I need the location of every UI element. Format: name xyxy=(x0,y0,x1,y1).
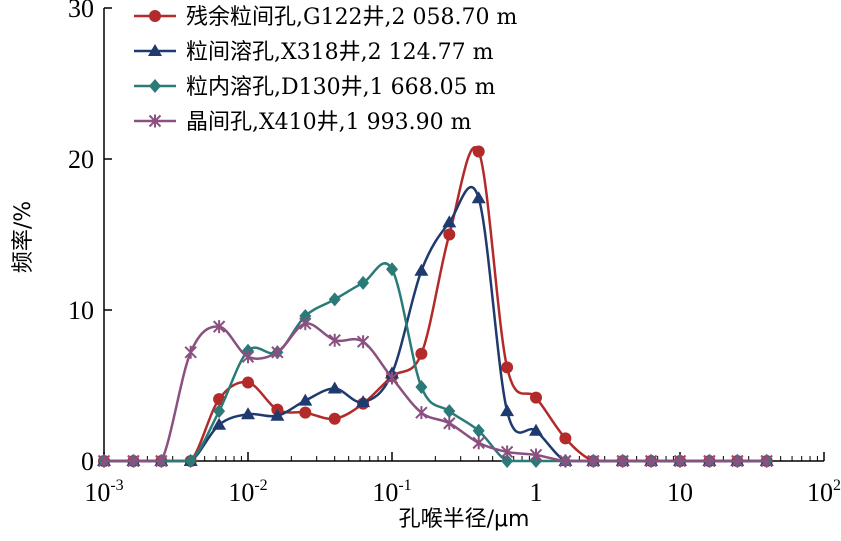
legend: 残余粒间孔,G122井,2 058.70 m 粒间溶孔,X318井,2 124.7… xyxy=(134,5,518,135)
data-point xyxy=(155,454,168,468)
series-2 xyxy=(97,186,774,466)
data-point xyxy=(443,416,456,430)
data-point xyxy=(414,263,429,276)
axes: 0 10 20 30 10-3 10-2 10-1 1 10 102 xyxy=(68,0,841,507)
legend-marker xyxy=(149,79,161,93)
data-point xyxy=(213,404,226,419)
series-layer xyxy=(97,145,774,468)
data-point xyxy=(97,454,111,468)
data-point xyxy=(299,317,312,331)
legend-marker xyxy=(148,44,162,56)
x-tick-label: 10 xyxy=(667,478,693,507)
data-point xyxy=(443,228,456,241)
data-point xyxy=(212,417,227,430)
x-tick-label: 10-2 xyxy=(228,477,267,507)
data-point xyxy=(760,454,773,468)
x-tick-label: 10-1 xyxy=(372,477,411,507)
data-point xyxy=(241,350,255,364)
legend-label: 残余粒间孔,G122井,2 058.70 m xyxy=(186,5,518,30)
data-point xyxy=(471,191,486,204)
y-tick-label: 20 xyxy=(68,145,94,174)
data-point xyxy=(415,380,428,395)
data-point xyxy=(731,454,744,468)
series-line xyxy=(104,146,767,463)
data-point xyxy=(357,275,370,290)
data-point xyxy=(673,454,687,468)
x-tick-label: 10-3 xyxy=(84,477,123,507)
data-point xyxy=(500,445,514,459)
y-tick-label: 0 xyxy=(81,447,94,476)
legend-marker xyxy=(149,10,161,22)
data-point xyxy=(530,391,542,404)
legend-item: 粒内溶孔,D130井,1 668.05 m xyxy=(134,75,496,100)
data-point xyxy=(241,407,255,420)
data-point xyxy=(328,412,341,425)
legend-item: 晶间孔,X410井,1 993.90 m xyxy=(134,110,472,135)
data-point xyxy=(356,395,371,408)
x-axis-label: 孔喉半径/μm xyxy=(399,507,530,532)
y-tick-label: 10 xyxy=(68,296,94,325)
data-point xyxy=(415,347,428,360)
data-point xyxy=(559,454,572,468)
data-point xyxy=(472,436,485,450)
data-point xyxy=(472,423,485,438)
data-point xyxy=(644,454,658,468)
data-point xyxy=(559,432,572,445)
data-point xyxy=(356,335,370,349)
legend-label: 粒内溶孔,D130井,1 668.05 m xyxy=(186,75,496,100)
data-point xyxy=(501,454,514,468)
data-point xyxy=(703,454,716,468)
data-point xyxy=(415,406,428,420)
data-point xyxy=(443,404,456,419)
legend-marker xyxy=(148,114,162,128)
data-point xyxy=(298,393,313,406)
y-tick-label: 30 xyxy=(68,0,94,23)
data-point xyxy=(501,361,514,374)
y-axis-label: 频率/% xyxy=(11,201,36,273)
legend-label: 粒间溶孔,X318井,2 124.77 m xyxy=(186,40,494,65)
legend-label: 晶间孔,X410井,1 993.90 m xyxy=(186,110,472,135)
data-point xyxy=(271,345,284,359)
legend-item: 残余粒间孔,G122井,2 058.70 m xyxy=(134,5,518,30)
data-point xyxy=(385,371,399,385)
data-point xyxy=(472,145,485,158)
data-point xyxy=(212,320,226,334)
data-point xyxy=(184,345,197,359)
x-tick-label: 102 xyxy=(807,477,841,507)
data-point xyxy=(529,423,543,436)
data-point xyxy=(270,408,285,421)
data-point xyxy=(587,454,600,468)
data-point xyxy=(616,454,629,468)
data-point xyxy=(127,454,140,468)
data-point xyxy=(529,448,543,462)
series-4 xyxy=(97,317,773,468)
data-point xyxy=(386,262,398,277)
legend-item: 粒间溶孔,X318井,2 124.77 m xyxy=(134,40,494,65)
data-point xyxy=(328,292,341,307)
data-point xyxy=(442,215,457,228)
data-point xyxy=(327,381,342,394)
data-point xyxy=(299,406,312,419)
x-tick-label: 1 xyxy=(530,478,543,507)
data-point xyxy=(184,454,197,468)
data-point xyxy=(500,404,515,417)
data-point xyxy=(242,376,254,389)
data-point xyxy=(328,333,341,347)
